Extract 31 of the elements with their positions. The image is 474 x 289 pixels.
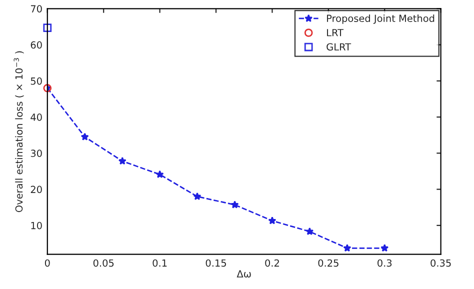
legend-label: GLRT — [326, 43, 352, 51]
x-axis-title: Δω — [236, 270, 251, 278]
point — [118, 156, 126, 165]
point — [380, 244, 389, 252]
point — [230, 200, 239, 208]
y-tick-label: 20 — [30, 186, 42, 194]
y-tick-label: 60 — [30, 41, 42, 49]
point — [43, 24, 52, 32]
x-tick-label: 0.1 — [152, 259, 167, 267]
point — [343, 244, 352, 252]
y-tick-label: 40 — [30, 114, 42, 121]
x-tick-label: 0.2 — [265, 259, 279, 267]
y-tick-label: 70 — [30, 5, 42, 12]
y-tick-label: 10 — [31, 222, 42, 230]
point — [306, 227, 314, 236]
legend-label: LRT — [327, 29, 344, 36]
x-tick-label: 0.15 — [206, 259, 226, 267]
point — [268, 216, 276, 224]
y-tick-label: 50 — [30, 77, 42, 85]
x-tick-label: 0.35 — [430, 259, 451, 267]
x-tick-label: 0 — [44, 259, 50, 267]
x-tick-label: 0.25 — [318, 259, 338, 267]
legend-label: Proposed Joint Method — [327, 14, 434, 24]
y-tick-label: 30 — [30, 150, 42, 157]
point — [80, 132, 89, 140]
point — [193, 192, 202, 200]
point — [43, 84, 52, 92]
x-tick-label: 0.3 — [378, 259, 392, 267]
x-tick-label: 0.05 — [93, 259, 114, 267]
y-axis-title: Overall estimation loss ( × 10$^{−3}$ ) — [14, 51, 24, 212]
point — [156, 170, 164, 178]
